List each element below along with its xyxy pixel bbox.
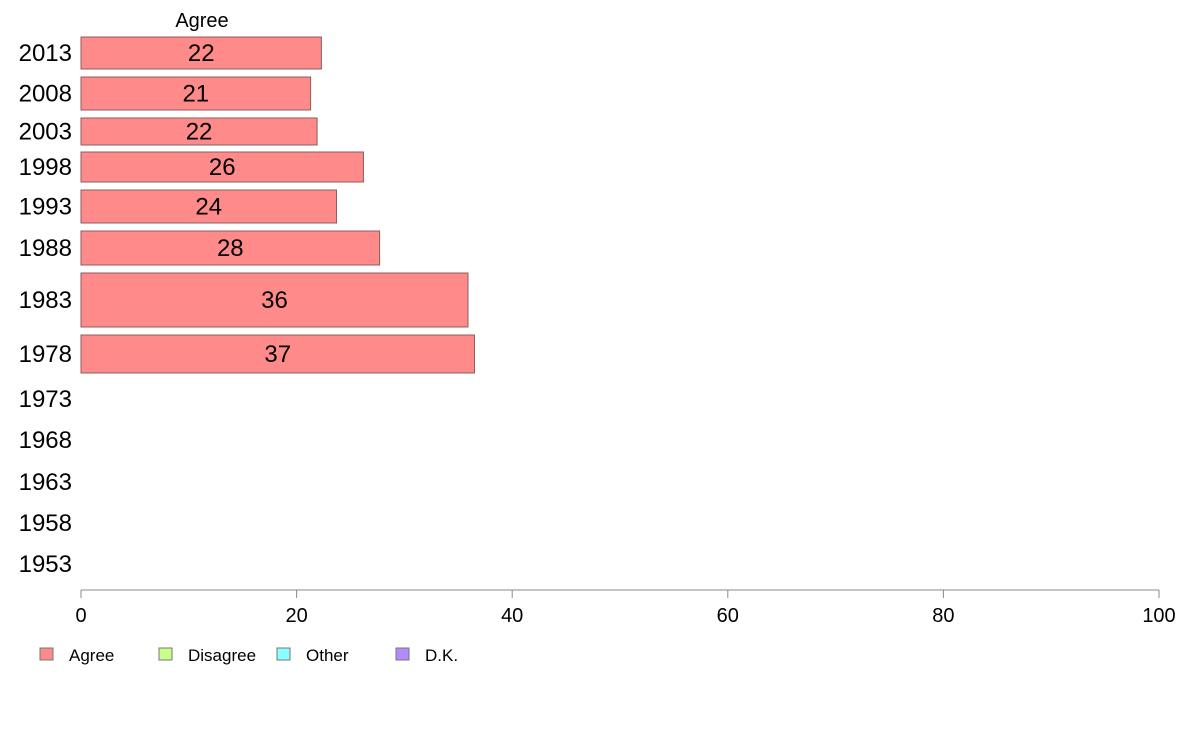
- bar-value-label-2008: 21: [182, 81, 209, 108]
- year-label-1953: 1953: [19, 551, 72, 578]
- legend-label-other: Other: [306, 646, 349, 665]
- year-label-2008: 2008: [19, 81, 72, 108]
- legend-swatch-agree: [39, 647, 54, 661]
- year-label-2003: 2003: [19, 119, 72, 146]
- x-tick-label-20: 20: [285, 605, 307, 627]
- bar-2008: [80, 76, 312, 111]
- bar-value-label-1978: 37: [264, 341, 291, 368]
- series-header: Agree: [175, 10, 228, 32]
- year-label-2013: 2013: [19, 40, 72, 67]
- year-label-1958: 1958: [19, 510, 72, 537]
- legend-label-disagree: Disagree: [188, 646, 256, 665]
- bar-1988: [80, 230, 381, 266]
- year-label-1998: 1998: [19, 154, 72, 181]
- x-tick-label-40: 40: [501, 605, 523, 627]
- bar-1993: [80, 189, 337, 224]
- year-label-1973: 1973: [19, 386, 72, 413]
- x-tick-label-0: 0: [75, 605, 86, 627]
- year-label-1993: 1993: [19, 194, 72, 221]
- year-label-1978: 1978: [19, 341, 72, 368]
- x-tick-label-100: 100: [1142, 605, 1175, 627]
- bar-1983: [80, 272, 469, 328]
- year-label-1963: 1963: [19, 469, 72, 496]
- bar-value-label-1998: 26: [209, 154, 236, 181]
- legend-swatch-disagree: [158, 647, 173, 661]
- x-tick-label-80: 80: [932, 605, 954, 627]
- bar-value-label-1993: 24: [195, 194, 222, 221]
- x-axis: 0 20 40 60 80 100: [75, 589, 1176, 627]
- year-label-1988: 1988: [19, 235, 72, 262]
- bar-1998: [80, 151, 364, 183]
- bar-value-label-1983: 36: [261, 287, 288, 314]
- bar-value-label-2003: 22: [186, 119, 213, 146]
- bar-2003: [80, 117, 318, 146]
- legend-label-d-k: D.K.: [425, 646, 458, 665]
- x-tick-label-60: 60: [717, 605, 739, 627]
- legend-swatch-d-k: [395, 647, 410, 661]
- bar-1978: [80, 334, 475, 374]
- legend: Agree Disagree Other D.K.: [39, 646, 458, 665]
- year-label-1983: 1983: [19, 287, 72, 314]
- bar-value-label-1988: 28: [217, 235, 244, 262]
- legend-swatch-other: [276, 647, 291, 661]
- bars-group: [80, 36, 475, 374]
- bar-2013: [80, 36, 322, 70]
- legend-label-agree: Agree: [69, 646, 114, 665]
- bar-value-label-2013: 22: [188, 40, 215, 67]
- year-label-1968: 1968: [19, 427, 72, 454]
- bar-labels-group: 22 21 22 26 24 28 36 37: [182, 40, 291, 368]
- year-labels-group: 2013 2008 2003 1998 1993 1988 1983 1978 1973 1968…: [19, 40, 72, 578]
